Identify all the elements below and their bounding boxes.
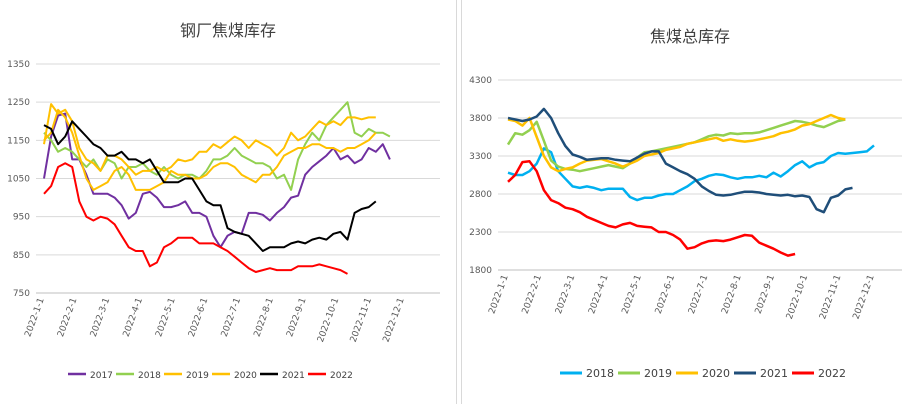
legend-label-2017: 2017 bbox=[90, 371, 113, 381]
series-line-2017 bbox=[43, 112, 391, 249]
x-tick-label: 2022-2-1 bbox=[56, 297, 79, 339]
series-line-2019 bbox=[43, 103, 376, 176]
legend-label-2020: 2020 bbox=[702, 367, 730, 380]
y-tick-label: 4300 bbox=[469, 76, 492, 86]
x-tick-label: 2022-12-1 bbox=[851, 274, 876, 321]
x-tick-label: 2022-1-1 bbox=[487, 274, 510, 316]
y-tick-label: 1350 bbox=[7, 60, 30, 70]
legend-label-2019: 2019 bbox=[186, 371, 209, 381]
x-tick-label: 2022-11-1 bbox=[349, 297, 374, 344]
chart-title: 钢厂焦煤库存 bbox=[180, 21, 276, 40]
y-tick-label: 1050 bbox=[7, 175, 30, 185]
x-tick-label: 2022-10-1 bbox=[316, 297, 341, 344]
series-line-2020 bbox=[507, 113, 846, 173]
legend-label-2018: 2018 bbox=[586, 367, 614, 380]
x-tick-label: 2022-4-1 bbox=[122, 297, 145, 339]
x-tick-label: 2022-8-1 bbox=[720, 274, 743, 316]
legend-label-2022: 2022 bbox=[330, 371, 353, 381]
chart-panel-right: 焦煤总库存 1800 2300 2800 3300 3800 4300 2022-1-1 202… bbox=[462, 0, 918, 404]
y-tick-label: 3300 bbox=[469, 152, 492, 162]
x-tick-label: 2022-6-1 bbox=[187, 297, 210, 339]
x-tick-label: 2022-8-1 bbox=[253, 297, 276, 339]
x-tick-label: 2022-5-1 bbox=[621, 274, 644, 316]
x-tick-label: 2022-5-1 bbox=[154, 297, 177, 339]
x-tick-label: 2022-1-1 bbox=[23, 297, 46, 339]
steel-mill-coking-coal-chart: 钢厂焦煤库存 750 850 950 1050 1150 1250 1350 2022-1-1 2… bbox=[7, 21, 440, 381]
y-tick-label: 1800 bbox=[469, 266, 492, 276]
series-line-2020 bbox=[43, 108, 377, 191]
x-tick-label: 2022-2-1 bbox=[521, 274, 544, 316]
x-tick-label: 2022-10-1 bbox=[785, 274, 810, 321]
y-tick-label: 1250 bbox=[7, 98, 30, 108]
panel-divider-2 bbox=[461, 0, 462, 404]
legend-label-2019: 2019 bbox=[644, 367, 672, 380]
chart-title: 焦煤总库存 bbox=[650, 27, 730, 46]
x-tick-label: 2022-4-1 bbox=[587, 274, 610, 316]
panel-divider bbox=[456, 0, 457, 404]
chart-panel-left: 钢厂焦煤库存 750 850 950 1050 1150 1250 1350 2022-1-1 2… bbox=[0, 0, 455, 404]
y-tick-label: 2800 bbox=[469, 190, 492, 200]
x-tick-label: 2022-9-1 bbox=[754, 274, 777, 316]
legend-label-2021: 2021 bbox=[282, 371, 305, 381]
series-line-2022 bbox=[43, 162, 348, 275]
y-tick-label: 3800 bbox=[469, 114, 492, 124]
x-tick-label: 2022-9-1 bbox=[285, 297, 308, 339]
y-tick-label: 2300 bbox=[469, 228, 492, 238]
legend-label-2021: 2021 bbox=[760, 367, 788, 380]
y-tick-label: 950 bbox=[13, 213, 30, 223]
x-tick-label: 2022-3-1 bbox=[554, 274, 577, 316]
y-tick-label: 850 bbox=[13, 251, 30, 261]
series-line-2021 bbox=[43, 120, 377, 252]
x-tick-label: 2022-3-1 bbox=[89, 297, 112, 339]
total-coking-coal-chart: 焦煤总库存 1800 2300 2800 3300 3800 4300 2022-1-1 202… bbox=[469, 27, 902, 380]
x-tick-label: 2022-12-1 bbox=[381, 297, 406, 344]
series-line-2022 bbox=[507, 160, 796, 257]
legend-label-2022: 2022 bbox=[818, 367, 846, 380]
series-line-2018 bbox=[507, 144, 875, 202]
legend-label-2020: 2020 bbox=[234, 371, 257, 381]
series-line-2019 bbox=[506, 118, 846, 173]
x-tick-label: 2022-6-1 bbox=[654, 274, 677, 316]
x-tick-label: 2022-7-1 bbox=[687, 274, 710, 316]
legend-label-2018: 2018 bbox=[138, 371, 161, 381]
series-line-2021 bbox=[507, 107, 853, 214]
x-tick-label: 2022-11-1 bbox=[818, 274, 843, 321]
y-tick-label: 1150 bbox=[7, 136, 30, 146]
x-tick-label: 2022-7-1 bbox=[220, 297, 243, 339]
y-tick-label: 750 bbox=[13, 289, 30, 299]
